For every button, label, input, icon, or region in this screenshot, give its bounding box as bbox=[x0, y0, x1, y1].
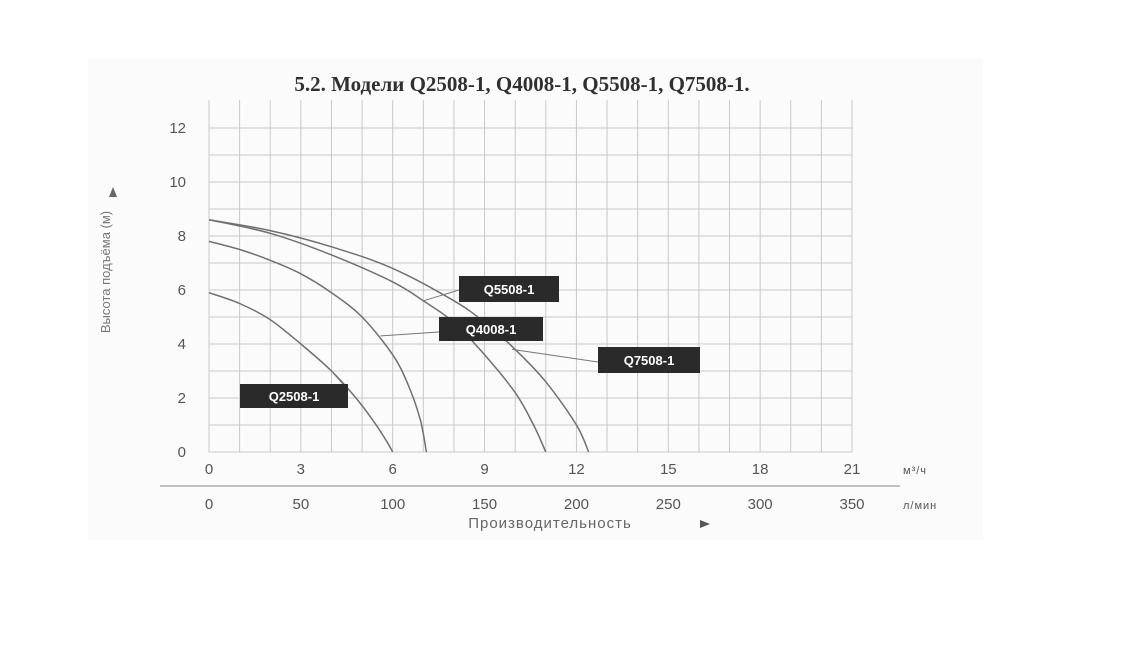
x2-tick-label: 0 bbox=[205, 496, 213, 513]
x-tick-label: 12 bbox=[568, 461, 585, 478]
series-label-box bbox=[598, 347, 700, 373]
y-tick-label: 2 bbox=[178, 390, 186, 407]
series-label-text: Q4008-1 bbox=[466, 322, 517, 337]
x2-tick-label: 350 bbox=[839, 496, 864, 513]
x2-tick-label: 100 bbox=[380, 496, 405, 513]
x2-tick-label: 300 bbox=[748, 496, 773, 513]
series-label-box bbox=[439, 317, 543, 341]
series-label-text: Q2508-1 bbox=[269, 389, 320, 404]
curves bbox=[208, 219, 590, 453]
y-tick-label: 4 bbox=[178, 336, 186, 353]
x-tick-label: 9 bbox=[480, 461, 488, 478]
x-tick-label: 0 bbox=[205, 461, 213, 478]
series-label-box bbox=[459, 276, 559, 302]
series-label-text: Q5508-1 bbox=[484, 282, 535, 297]
y-axis-arrow-icon bbox=[109, 187, 117, 197]
label-leader-line bbox=[512, 348, 599, 363]
label-leader-line bbox=[423, 289, 460, 302]
x-tick-label: 21 bbox=[844, 461, 861, 478]
x-axis-label: Производительность bbox=[468, 515, 632, 532]
series-labels: Q2508-1 Q4008-1 Q5508-1 Q7508-1 bbox=[240, 276, 700, 408]
x-axis-arrow-icon bbox=[700, 520, 710, 528]
curve-q4008-1 bbox=[208, 240, 428, 453]
series-label-box bbox=[240, 384, 348, 408]
y-tick-label: 8 bbox=[178, 228, 186, 245]
curve-q5508-1 bbox=[208, 219, 547, 453]
label-leader-line bbox=[380, 331, 440, 337]
x-tick-label: 18 bbox=[752, 461, 769, 478]
x-tick-label: 3 bbox=[297, 461, 305, 478]
y-tick-label: 10 bbox=[169, 174, 186, 191]
axis-ticks: 0 2 4 6 8 10 12 0 3 6 9 12 15 18 21 0 50 100 150 200 250 300 3… bbox=[109, 120, 900, 513]
y-tick-label: 12 bbox=[169, 120, 186, 137]
x2-tick-label: 150 bbox=[472, 496, 497, 513]
x-tick-label: 15 bbox=[660, 461, 677, 478]
y-tick-label: 6 bbox=[178, 282, 186, 299]
y-tick-label: 0 bbox=[178, 444, 186, 461]
x-axis-unit-m3h: м³/ч bbox=[903, 465, 927, 477]
series-label-text: Q7508-1 bbox=[624, 353, 675, 368]
chart-title: 5.2. Модели Q2508-1, Q4008-1, Q5508-1, Q… bbox=[294, 72, 749, 96]
x2-tick-label: 250 bbox=[656, 496, 681, 513]
x-axis-unit-lmin: л/мин bbox=[903, 500, 937, 512]
x2-tick-label: 50 bbox=[293, 496, 310, 513]
x2-tick-label: 200 bbox=[564, 496, 589, 513]
curve-q7508-1 bbox=[208, 219, 590, 453]
y-axis-label: Высота подъёма (м) bbox=[98, 211, 113, 333]
curve-q2508-1 bbox=[208, 291, 394, 453]
x-tick-label: 6 bbox=[389, 461, 397, 478]
